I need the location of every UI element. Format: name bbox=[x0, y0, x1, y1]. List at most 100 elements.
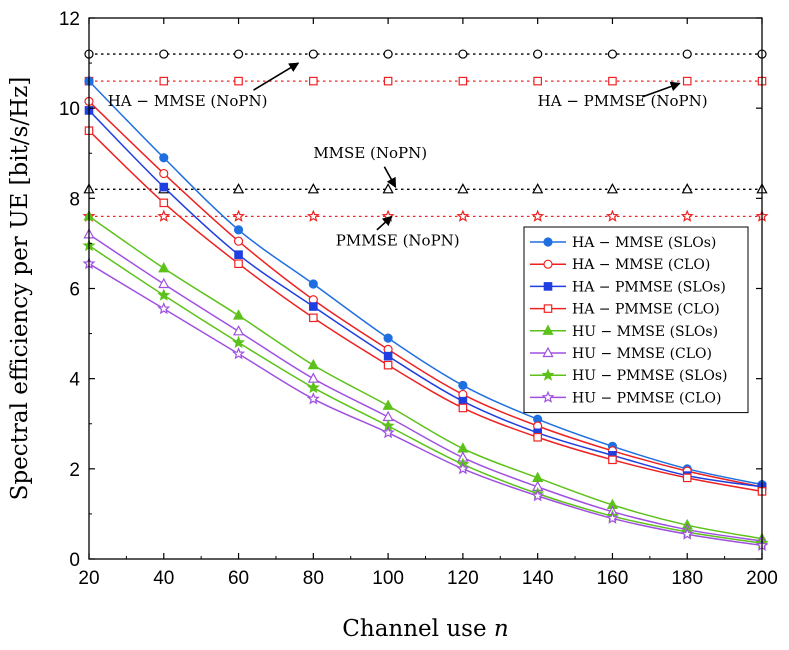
data-point bbox=[531, 489, 545, 502]
data-point bbox=[309, 302, 318, 311]
legend-marker bbox=[541, 368, 555, 381]
y-tick-label: 12 bbox=[59, 9, 80, 30]
legend-entry-hu-pmmse-clo: HU − PMMSE (CLO) bbox=[530, 390, 721, 406]
series-ha-pmmse-clo bbox=[84, 126, 767, 496]
ref-line-marker bbox=[682, 76, 692, 86]
legend-marker bbox=[542, 346, 554, 358]
reference-lines bbox=[82, 49, 769, 222]
legend-entry-ha-pmmse-slos: HA − PMMSE (SLOs) bbox=[530, 279, 726, 295]
annotation-text: PMMSE (NoPN) bbox=[336, 232, 460, 250]
y-tick-label: 4 bbox=[69, 370, 80, 391]
annotation-pmmse-nopn: PMMSE (NoPN) bbox=[336, 215, 460, 250]
data-point bbox=[306, 392, 320, 405]
data-point bbox=[533, 432, 542, 442]
annotation-arrow bbox=[253, 62, 300, 91]
series-line bbox=[88, 245, 763, 544]
legend-box bbox=[523, 226, 749, 414]
data-point bbox=[234, 250, 243, 259]
data-point bbox=[605, 511, 619, 524]
x-tick-label: 200 bbox=[746, 568, 778, 589]
ref-line-marker bbox=[456, 209, 470, 222]
legend-marker bbox=[543, 304, 553, 313]
ref-line-marker bbox=[307, 183, 319, 194]
data-point bbox=[234, 259, 243, 269]
data-point bbox=[682, 473, 692, 483]
data-point bbox=[308, 279, 318, 289]
ref-line-marker bbox=[680, 209, 694, 222]
legend-entry-hu-mmse-slos: HU − MMSE (SLOs) bbox=[530, 324, 718, 340]
axis-ticks: 20 40 60 80 100 120 140 160 180 200 0 2 4 6 8 10 12 bbox=[59, 9, 778, 589]
data-point bbox=[306, 380, 320, 394]
ref-line-marker bbox=[606, 183, 619, 194]
legend-label: HA − MMSE (SLOs) bbox=[572, 235, 716, 251]
series-hu-pmmse-clo bbox=[82, 256, 769, 551]
legend-entry-ha-pmmse-clo: HA − PMMSE (CLO) bbox=[530, 302, 720, 318]
data-point bbox=[159, 168, 169, 179]
ref-line-marker bbox=[159, 49, 169, 59]
ref-line-marker bbox=[232, 209, 246, 222]
legend-label: HU − MMSE (CLO) bbox=[572, 346, 712, 362]
y-tick-label: 8 bbox=[69, 189, 80, 210]
ref-line-marker bbox=[306, 209, 320, 222]
annotation-text: MMSE (NoPN) bbox=[313, 144, 427, 162]
y-tick-label: 10 bbox=[59, 99, 80, 120]
x-tick-label: 60 bbox=[228, 568, 249, 589]
series-line bbox=[88, 130, 763, 493]
ref-line-marker bbox=[605, 209, 619, 222]
data-point bbox=[159, 153, 169, 163]
series-line bbox=[88, 215, 763, 540]
y-tick-label: 0 bbox=[69, 550, 80, 571]
ref-line-marker bbox=[308, 49, 318, 59]
data-point bbox=[383, 360, 393, 370]
data-point bbox=[158, 261, 170, 273]
data-point bbox=[157, 288, 171, 301]
data-point bbox=[382, 399, 394, 410]
y-axis-label: Spectral efficiency per UE [bit/s/Hz] bbox=[7, 77, 33, 501]
data-point bbox=[680, 527, 694, 540]
data-point bbox=[159, 182, 169, 192]
ref-line-pmmse-nopn bbox=[82, 209, 769, 222]
series-line bbox=[88, 109, 763, 488]
data-point bbox=[307, 372, 319, 383]
ref-line-marker bbox=[533, 76, 542, 86]
ref-line-marker bbox=[458, 49, 468, 59]
ref-line-marker bbox=[457, 183, 469, 194]
x-tick-label: 20 bbox=[78, 568, 99, 589]
data-point bbox=[159, 198, 169, 208]
x-tick-label: 120 bbox=[447, 568, 479, 589]
series-line bbox=[88, 233, 763, 542]
x-tick-label: 160 bbox=[597, 568, 629, 589]
annotation-arrow bbox=[383, 166, 397, 188]
x-tick-label: 80 bbox=[303, 568, 324, 589]
annotation-arrow bbox=[642, 81, 681, 98]
data-point bbox=[383, 351, 393, 361]
legend-marker bbox=[543, 259, 553, 269]
data-point bbox=[458, 403, 468, 413]
ref-line-ha-pmmse-nopn bbox=[84, 76, 767, 86]
annotation-ha-pmmse-nopn: HA − PMMSE (NoPN) bbox=[538, 81, 708, 110]
ref-line-marker bbox=[309, 76, 318, 86]
legend-marker bbox=[543, 282, 553, 291]
data-point bbox=[158, 277, 170, 289]
data-point bbox=[381, 425, 395, 439]
series-line bbox=[88, 263, 763, 547]
data-point bbox=[157, 301, 171, 315]
ref-line-marker bbox=[382, 183, 394, 194]
ref-line-marker bbox=[608, 76, 617, 86]
data-point bbox=[233, 236, 244, 246]
legend-entry-ha-mmse-slos: HA − MMSE (SLOs) bbox=[530, 235, 716, 251]
data-point bbox=[309, 313, 318, 323]
legend-marker bbox=[542, 324, 554, 335]
data-point bbox=[232, 309, 245, 320]
y-tick-label: 2 bbox=[69, 460, 80, 481]
data-point bbox=[232, 335, 246, 349]
ref-line-ha-mmse-nopn bbox=[84, 49, 767, 59]
legend: HA − MMSE (SLOs) HA − MMSE (CLO) HA − PMMS… bbox=[523, 226, 749, 414]
data-point bbox=[307, 358, 319, 370]
ref-line-marker bbox=[533, 49, 543, 59]
data-point bbox=[458, 380, 468, 391]
ref-line-marker bbox=[159, 76, 169, 86]
legend-entry-hu-pmmse-slos: HU − PMMSE (SLOs) bbox=[530, 368, 727, 384]
legend-label: HA − PMMSE (CLO) bbox=[572, 302, 720, 318]
